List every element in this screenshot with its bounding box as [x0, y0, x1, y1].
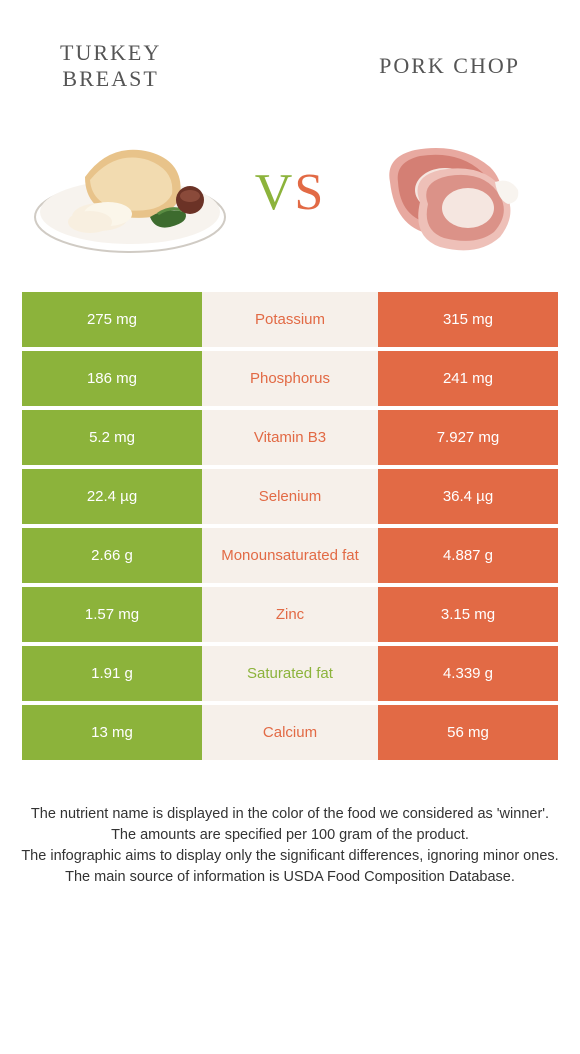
footer-line-3: The infographic aims to display only the…	[20, 846, 560, 867]
right-value: 7.927 mg	[378, 410, 558, 465]
table-row: 1.57 mgZinc3.15 mg	[22, 587, 558, 642]
footer-line-1: The nutrient name is displayed in the co…	[20, 804, 560, 825]
nutrient-label: Calcium	[202, 705, 378, 760]
left-value: 5.2 mg	[22, 410, 202, 465]
nutrient-label: Phosphorus	[202, 351, 378, 406]
table-row: 5.2 mgVitamin B37.927 mg	[22, 410, 558, 465]
footer-line-4: The main source of information is USDA F…	[20, 867, 560, 888]
turkey-image	[30, 122, 230, 262]
left-value: 1.57 mg	[22, 587, 202, 642]
images-row: VS	[0, 112, 580, 292]
table-row: 275 mgPotassium315 mg	[22, 292, 558, 347]
nutrient-label: Monounsaturated fat	[202, 528, 378, 583]
left-value: 13 mg	[22, 705, 202, 760]
right-value: 241 mg	[378, 351, 558, 406]
right-value: 4.339 g	[378, 646, 558, 701]
vs-s: S	[294, 164, 325, 221]
vs-label: VS	[255, 163, 325, 222]
left-food-title: Turkey breast	[60, 40, 161, 92]
nutrient-label: Potassium	[202, 292, 378, 347]
left-value: 22.4 µg	[22, 469, 202, 524]
left-value: 275 mg	[22, 292, 202, 347]
pork-image	[350, 122, 550, 262]
table-row: 22.4 µgSelenium36.4 µg	[22, 469, 558, 524]
header: Turkey breast Pork chop	[0, 0, 580, 112]
right-food-title: Pork chop	[379, 53, 520, 79]
nutrient-label: Saturated fat	[202, 646, 378, 701]
right-value: 56 mg	[378, 705, 558, 760]
table-row: 2.66 gMonounsaturated fat4.887 g	[22, 528, 558, 583]
table-row: 1.91 gSaturated fat4.339 g	[22, 646, 558, 701]
right-value: 315 mg	[378, 292, 558, 347]
comparison-table: 275 mgPotassium315 mg186 mgPhosphorus241…	[0, 292, 580, 760]
right-value: 36.4 µg	[378, 469, 558, 524]
nutrient-label: Selenium	[202, 469, 378, 524]
left-value: 2.66 g	[22, 528, 202, 583]
right-value: 3.15 mg	[378, 587, 558, 642]
footer-line-2: The amounts are specified per 100 gram o…	[20, 825, 560, 846]
left-value: 1.91 g	[22, 646, 202, 701]
nutrient-label: Zinc	[202, 587, 378, 642]
nutrient-label: Vitamin B3	[202, 410, 378, 465]
table-row: 13 mgCalcium56 mg	[22, 705, 558, 760]
left-value: 186 mg	[22, 351, 202, 406]
right-value: 4.887 g	[378, 528, 558, 583]
table-row: 186 mgPhosphorus241 mg	[22, 351, 558, 406]
vs-v: V	[255, 164, 295, 221]
footer-notes: The nutrient name is displayed in the co…	[0, 764, 580, 888]
